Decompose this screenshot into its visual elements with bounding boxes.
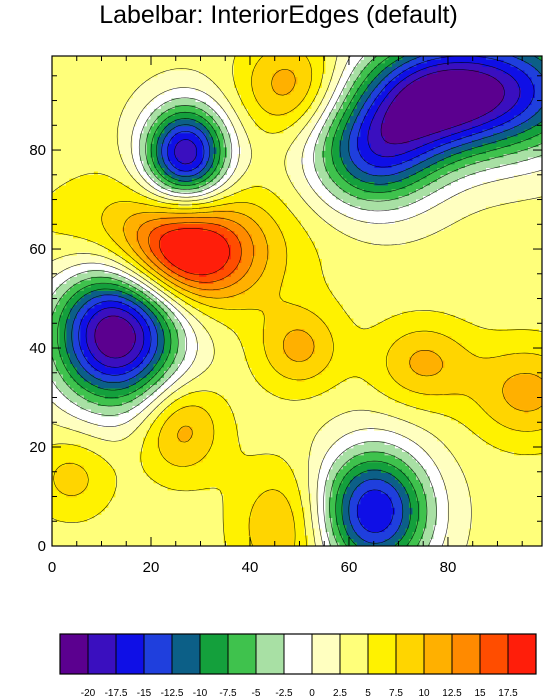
labelbar-box bbox=[312, 634, 341, 674]
labelbar-label: -2.5 bbox=[275, 688, 293, 699]
labelbar-box bbox=[88, 634, 117, 674]
contour-fill-band bbox=[52, 56, 542, 546]
labelbar-label: -17.5 bbox=[105, 688, 128, 699]
x-tick-label: 40 bbox=[242, 559, 259, 576]
labelbar-box bbox=[284, 634, 313, 674]
labelbar-box bbox=[60, 634, 89, 674]
labelbar-box bbox=[256, 634, 285, 674]
contour-line bbox=[148, 222, 242, 283]
labelbar-box bbox=[116, 634, 145, 674]
labelbar-box bbox=[396, 634, 425, 674]
labelbar-label: 10 bbox=[418, 688, 430, 699]
contour-fill-band bbox=[52, 56, 542, 546]
contour-line bbox=[53, 56, 542, 546]
contour-line bbox=[52, 56, 542, 546]
contour-line bbox=[85, 62, 521, 368]
contour-fill-band bbox=[94, 70, 504, 358]
contour-fill-band bbox=[160, 227, 231, 277]
labelbar-label: -10 bbox=[193, 688, 208, 699]
contour-line bbox=[52, 56, 542, 546]
labelbar-label: 12.5 bbox=[442, 688, 462, 699]
x-tick-label: 80 bbox=[440, 559, 457, 576]
x-tick-label: 20 bbox=[143, 559, 160, 576]
labelbar-box bbox=[480, 634, 509, 674]
contour-line bbox=[94, 69, 505, 359]
labelbar-box bbox=[508, 634, 537, 674]
contour-line bbox=[57, 56, 542, 546]
contour-line bbox=[64, 56, 542, 546]
contour-fills bbox=[52, 56, 542, 546]
labelbar-box bbox=[228, 634, 257, 674]
y-tick-label: 60 bbox=[29, 241, 46, 258]
axis-tick-labels: 0 20 40 60 80 0 20 40 60 80 bbox=[29, 142, 456, 576]
y-tick-label: 0 bbox=[38, 538, 46, 555]
labelbar-label: -7.5 bbox=[219, 688, 237, 699]
labelbar-label: 2.5 bbox=[333, 688, 347, 699]
labelbar-label: 17.5 bbox=[498, 688, 518, 699]
labelbar: -20 -17.5 -15 -12.5 -10 -7.5 -5 -2.5 0 2.5 5 7.5 10 1… bbox=[59, 633, 537, 699]
y-tick-label: 40 bbox=[29, 340, 46, 357]
y-tick-label: 80 bbox=[29, 142, 46, 159]
labelbar-label: -12.5 bbox=[161, 688, 184, 699]
contour-fill-band bbox=[52, 56, 542, 546]
contour-line bbox=[123, 69, 542, 443]
labelbar-label: 5 bbox=[365, 688, 371, 699]
contour-fill-band bbox=[136, 217, 256, 291]
labelbar-label: 7.5 bbox=[389, 688, 403, 699]
y-tick-label: 20 bbox=[29, 439, 46, 456]
chart-title: Labelbar: InteriorEdges (default) bbox=[99, 1, 458, 29]
labelbar-label: -20 bbox=[81, 688, 96, 699]
plot-frame bbox=[51, 55, 543, 547]
labelbar-box bbox=[200, 634, 229, 674]
labelbar-box bbox=[144, 634, 173, 674]
contour-lines bbox=[52, 56, 542, 546]
labelbar-box bbox=[172, 634, 201, 674]
contour-line bbox=[78, 56, 535, 533]
labelbar-label: -5 bbox=[252, 688, 261, 699]
labelbar-box bbox=[368, 634, 397, 674]
labelbar-frame bbox=[59, 633, 537, 675]
contour-fill-band bbox=[66, 56, 542, 546]
contour-fill-band bbox=[150, 224, 242, 284]
axis-ticks bbox=[51, 56, 542, 547]
contour-line bbox=[71, 56, 542, 544]
labelbar-label: -15 bbox=[137, 688, 152, 699]
contour-fill-band bbox=[52, 56, 542, 546]
labelbar-label: 0 bbox=[309, 688, 315, 699]
labelbar-label: 15 bbox=[474, 688, 486, 699]
labelbar-box bbox=[452, 634, 481, 674]
x-tick-label: 60 bbox=[341, 559, 358, 576]
labelbar-box bbox=[340, 634, 369, 674]
contour-fill-band bbox=[52, 56, 542, 546]
contour-fill-band bbox=[52, 56, 542, 546]
labelbar-box bbox=[424, 634, 453, 674]
contour-line bbox=[136, 217, 255, 291]
x-tick-label: 0 bbox=[48, 559, 56, 576]
contour-line bbox=[158, 228, 230, 276]
